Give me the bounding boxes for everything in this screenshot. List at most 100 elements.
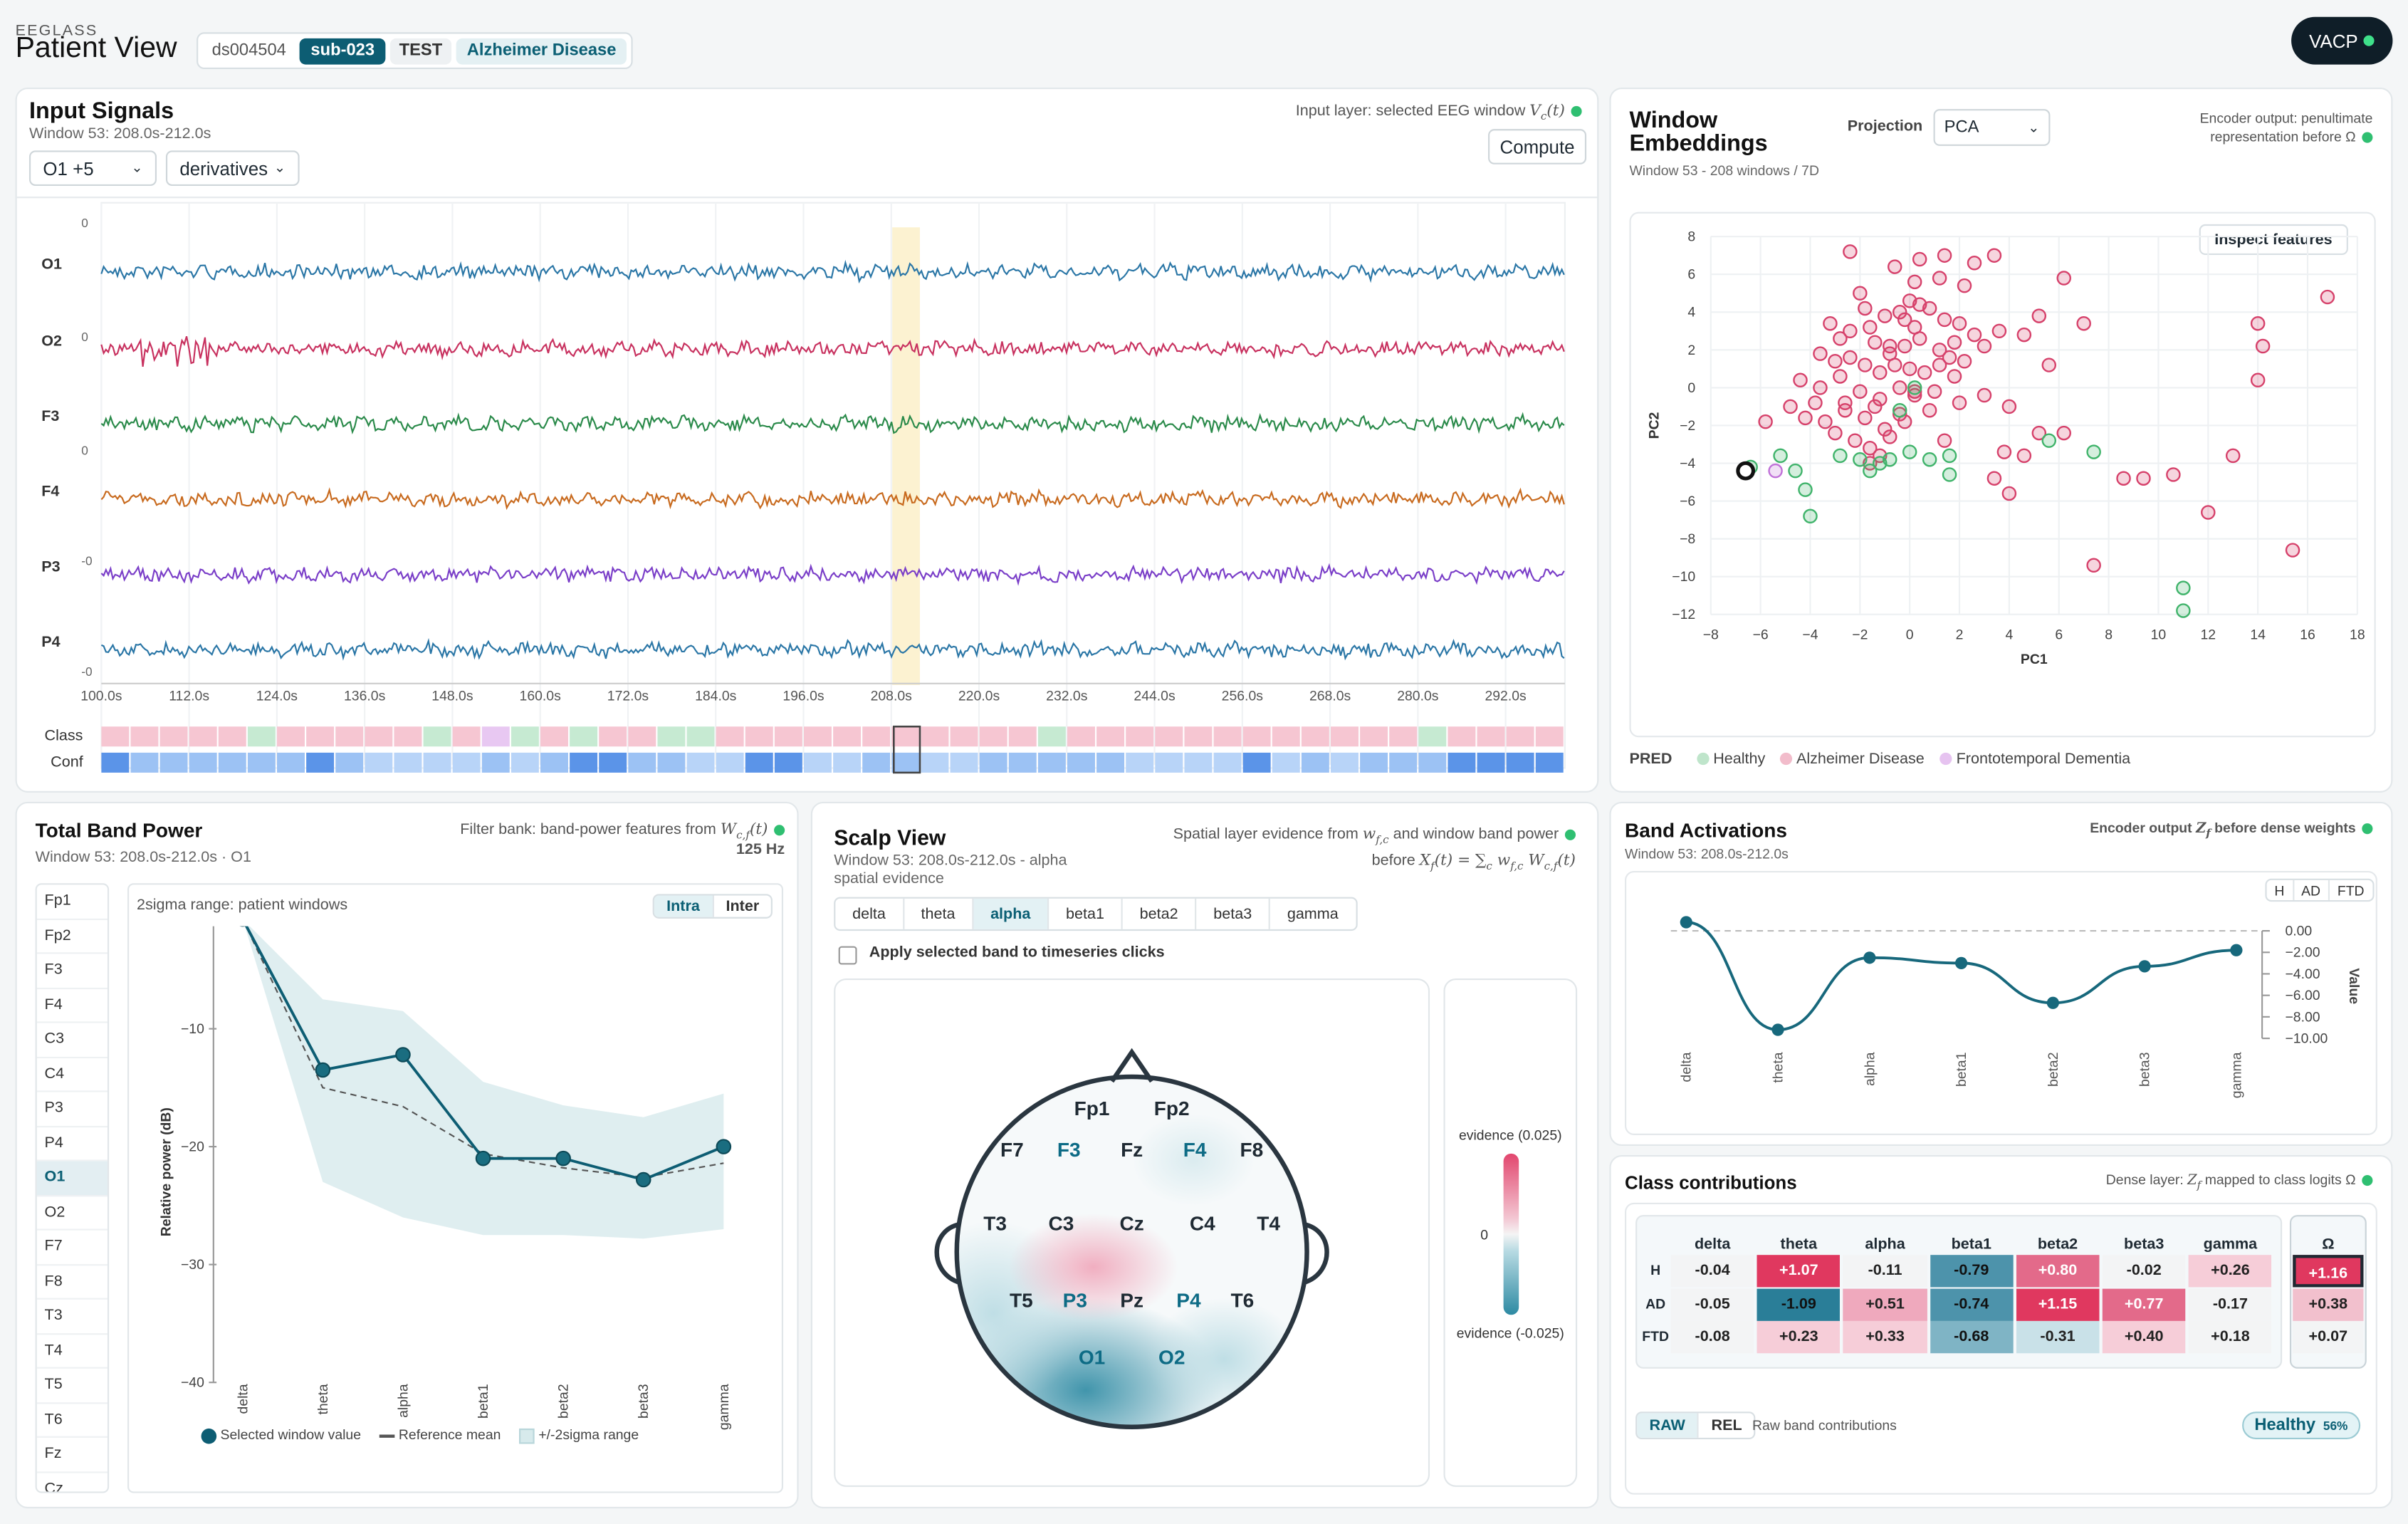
heatmap-cell[interactable]: +0.51 bbox=[1843, 1288, 1927, 1320]
apply-band-checkbox[interactable] bbox=[838, 946, 857, 965]
input-signals-panel: Input Signals Window 53: 208.0s-212.0s I… bbox=[15, 87, 1599, 793]
channel-item-c4[interactable]: C4 bbox=[36, 1058, 108, 1092]
heatmap-cell[interactable]: +0.40 bbox=[2102, 1320, 2186, 1354]
channel-item-f4[interactable]: F4 bbox=[36, 988, 108, 1023]
heatmap-cell[interactable]: -0.79 bbox=[1930, 1255, 2014, 1288]
prediction-label: Healthy bbox=[2254, 1416, 2316, 1435]
channel-select[interactable]: O1 +5 ⌄ bbox=[28, 150, 157, 186]
heatmap-cell[interactable]: +1.15 bbox=[2016, 1288, 2100, 1320]
channel-item-o2[interactable]: O2 bbox=[36, 1196, 108, 1231]
raw-toggle[interactable]: RAW bbox=[1637, 1413, 1700, 1438]
offset-label: -0 bbox=[81, 664, 92, 679]
colorbar bbox=[1503, 1153, 1519, 1315]
point-alzheimer-disease bbox=[2016, 448, 2032, 464]
split-chip[interactable]: TEST bbox=[389, 37, 452, 64]
heatmap-cell[interactable]: +0.33 bbox=[1843, 1320, 1927, 1354]
channel-item-fp1[interactable]: Fp1 bbox=[36, 884, 108, 919]
channel-item-t3[interactable]: T3 bbox=[36, 1300, 108, 1335]
heatmap-cell[interactable]: +1.07 bbox=[1757, 1255, 1841, 1288]
omega-cell[interactable]: +0.07 bbox=[2293, 1320, 2364, 1354]
point-healthy bbox=[1922, 452, 1937, 467]
subject-chip[interactable]: sub-023 bbox=[300, 37, 386, 64]
heatmap-cell[interactable]: -0.02 bbox=[2102, 1255, 2186, 1288]
heatmap-cell[interactable]: +0.26 bbox=[2188, 1255, 2272, 1288]
band-tab-gamma[interactable]: gamma bbox=[1287, 905, 1339, 923]
diagnosis-chip[interactable]: Alzheimer Disease bbox=[456, 37, 627, 64]
channel-item-cz[interactable]: Cz bbox=[37, 1472, 108, 1491]
heatmap-cell[interactable]: -0.74 bbox=[1930, 1288, 2014, 1320]
toggle-h[interactable]: H bbox=[2267, 880, 2294, 900]
channel-item-p4[interactable]: P4 bbox=[36, 1127, 108, 1162]
heatmap-cell[interactable]: -0.04 bbox=[1670, 1255, 1754, 1288]
point-alzheimer-disease bbox=[2166, 467, 2181, 482]
heatmap-cell[interactable]: -0.31 bbox=[2016, 1320, 2100, 1354]
toggle-ad[interactable]: AD bbox=[2293, 880, 2330, 900]
band-tab-beta3[interactable]: beta3 bbox=[1196, 898, 1271, 929]
point-alzheimer-disease bbox=[1957, 278, 1972, 293]
heatmap-cell[interactable]: -0.68 bbox=[1930, 1320, 2014, 1354]
channel-item-t5[interactable]: T5 bbox=[36, 1369, 108, 1404]
channel-item-fz[interactable]: Fz bbox=[36, 1438, 108, 1473]
band-tab-alpha[interactable]: alpha bbox=[973, 898, 1049, 929]
inspect-features-button[interactable]: Inspect features bbox=[2199, 224, 2348, 256]
heatmap-cell[interactable]: +0.80 bbox=[2016, 1255, 2100, 1288]
legend-alzheimer[interactable]: Alzheimer Disease bbox=[1780, 751, 1925, 768]
point-alzheimer-disease bbox=[1848, 433, 1863, 448]
intra-toggle[interactable]: Intra bbox=[654, 895, 714, 917]
band-tab-beta1[interactable]: beta1 bbox=[1049, 898, 1123, 929]
user-badge[interactable]: VACP bbox=[2291, 16, 2393, 65]
projection-select[interactable]: PCA ⌄ bbox=[1933, 109, 2051, 146]
encoder-note: Encoder output: penultimate representati… bbox=[2199, 110, 2373, 145]
activation-line bbox=[1686, 921, 2236, 1031]
rel-toggle[interactable]: REL bbox=[1711, 1416, 1742, 1434]
legend-healthy[interactable]: Healthy bbox=[1696, 751, 1765, 768]
point-alzheimer-disease bbox=[2320, 289, 2335, 305]
legend-ftd[interactable]: Frontotemporal Dementia bbox=[1940, 751, 2130, 768]
channel-item-f3[interactable]: F3 bbox=[36, 954, 108, 988]
channel-item-o1[interactable]: O1 bbox=[36, 1161, 108, 1196]
point-healthy bbox=[2041, 433, 2057, 448]
inter-toggle[interactable]: Inter bbox=[726, 897, 760, 915]
class-cell bbox=[1037, 726, 1066, 747]
heatmap-cell[interactable]: -0.08 bbox=[1670, 1320, 1754, 1354]
compute-button[interactable]: Compute bbox=[1488, 129, 1587, 165]
electrode-f7: F7 bbox=[1000, 1139, 1024, 1161]
heatmap-cell[interactable]: +0.77 bbox=[2102, 1288, 2186, 1320]
dataset-chip[interactable]: ds004504 bbox=[211, 41, 286, 61]
heatmap-cell[interactable]: -0.17 bbox=[2188, 1288, 2272, 1320]
channel-item-f7[interactable]: F7 bbox=[36, 1231, 108, 1265]
heatmap-cell[interactable]: -0.11 bbox=[1843, 1255, 1927, 1288]
band-tab-theta[interactable]: theta bbox=[904, 898, 974, 929]
channel-item-t6[interactable]: T6 bbox=[36, 1403, 108, 1438]
channel-item-c3[interactable]: C3 bbox=[36, 1023, 108, 1058]
class-cell bbox=[130, 726, 159, 747]
toggle-ftd[interactable]: FTD bbox=[2337, 882, 2365, 898]
mode-select[interactable]: derivatives ⌄ bbox=[165, 150, 300, 186]
heatmap-cell[interactable]: -1.09 bbox=[1757, 1288, 1841, 1320]
omega-cell[interactable]: +1.16 bbox=[2293, 1255, 2364, 1288]
eeg-timeseries-plot[interactable]: 100.0s 112.0s 124.0s 136.0s 148.0s 160.0s 172.… bbox=[17, 199, 1599, 790]
channel-item-fp2[interactable]: Fp2 bbox=[36, 919, 108, 954]
band-tab-delta[interactable]: delta bbox=[835, 898, 904, 929]
embedding-scatter[interactable]: −8 −6 −4 −2 0 2 4 6 8 10 12 14 16 18 8 6 4 2 0 −2 −4 −6 −8 −10 −… bbox=[1629, 212, 2375, 673]
band-tabs: delta theta alpha beta1 beta2 beta3 gamma bbox=[834, 897, 1357, 931]
channel-item-t4[interactable]: T4 bbox=[36, 1334, 108, 1369]
heatmap-cell[interactable]: -0.05 bbox=[1670, 1288, 1754, 1320]
heatmap-cell[interactable]: +0.23 bbox=[1757, 1320, 1841, 1354]
channel-item-f8[interactable]: F8 bbox=[36, 1265, 108, 1300]
point-alzheimer-disease bbox=[2225, 448, 2241, 464]
scalp-topomap[interactable]: Fp1 Fp2 F7 F3 Fz F4 F8 T3 C3 Cz C4 T4 T5 P3 Pz P4 T6 O1 O2 bbox=[834, 978, 1430, 1487]
raw-rel-toggle: RAW REL bbox=[1635, 1411, 1757, 1440]
band-tab-beta2[interactable]: beta2 bbox=[1123, 898, 1197, 929]
point-alzheimer-disease bbox=[1977, 387, 1992, 403]
class-cell bbox=[1330, 726, 1359, 747]
channel-item-p3[interactable]: P3 bbox=[36, 1092, 108, 1127]
point-alzheimer-disease bbox=[1813, 380, 1828, 395]
x-tick: delta bbox=[1679, 1052, 1695, 1082]
point-alzheimer-disease bbox=[1922, 402, 1937, 418]
eeg-trace-o1 bbox=[100, 259, 1565, 284]
omega-cell[interactable]: +0.38 bbox=[2293, 1288, 2364, 1320]
band-activations-panel: Band Activations Window 53: 208.0s-212.0… bbox=[1609, 801, 2393, 1147]
heatmap-cell[interactable]: +0.18 bbox=[2188, 1320, 2272, 1354]
chevron-down-icon: ⌄ bbox=[2028, 119, 2040, 135]
